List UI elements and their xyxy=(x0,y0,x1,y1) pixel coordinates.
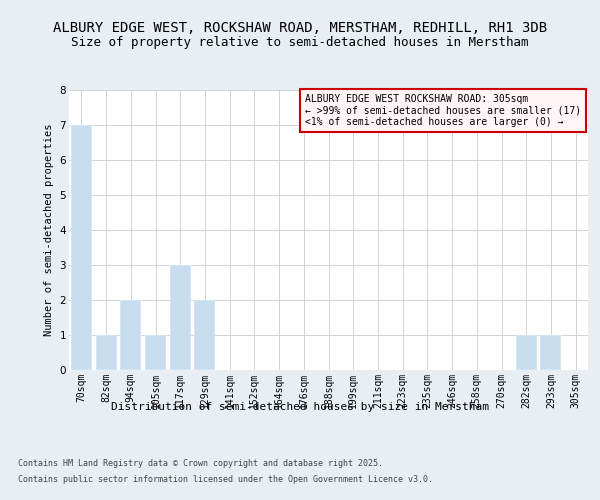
Text: Size of property relative to semi-detached houses in Merstham: Size of property relative to semi-detach… xyxy=(71,36,529,49)
Bar xyxy=(516,335,537,370)
Text: Contains HM Land Registry data © Crown copyright and database right 2025.: Contains HM Land Registry data © Crown c… xyxy=(18,460,383,468)
Bar xyxy=(95,335,116,370)
Bar xyxy=(71,125,92,370)
Text: ALBURY EDGE WEST, ROCKSHAW ROAD, MERSTHAM, REDHILL, RH1 3DB: ALBURY EDGE WEST, ROCKSHAW ROAD, MERSTHA… xyxy=(53,20,547,34)
Bar xyxy=(145,335,166,370)
Bar xyxy=(170,265,191,370)
Text: Contains public sector information licensed under the Open Government Licence v3: Contains public sector information licen… xyxy=(18,474,433,484)
Bar xyxy=(541,335,562,370)
Text: Distribution of semi-detached houses by size in Merstham: Distribution of semi-detached houses by … xyxy=(111,402,489,412)
Bar xyxy=(120,300,141,370)
Bar xyxy=(194,300,215,370)
Y-axis label: Number of semi-detached properties: Number of semi-detached properties xyxy=(44,124,54,336)
Text: ALBURY EDGE WEST ROCKSHAW ROAD: 305sqm
← >99% of semi-detached houses are smalle: ALBURY EDGE WEST ROCKSHAW ROAD: 305sqm ←… xyxy=(305,94,581,128)
